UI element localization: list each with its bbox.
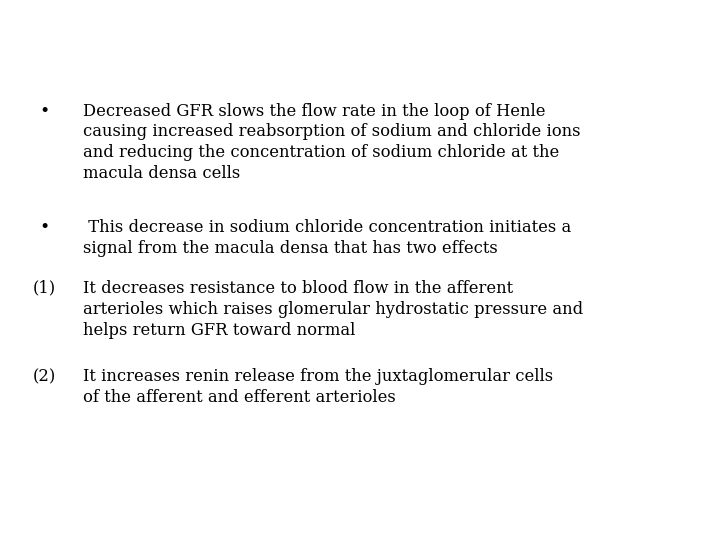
- Text: It decreases resistance to blood flow in the afferent
arterioles which raises gl: It decreases resistance to blood flow in…: [83, 280, 583, 339]
- Text: (1): (1): [32, 280, 55, 296]
- Text: Decreased GFR slows the flow rate in the loop of Henle
causing increased reabsor: Decreased GFR slows the flow rate in the…: [83, 103, 580, 183]
- Text: It increases renin release from the juxtaglomerular cells
of the afferent and ef: It increases renin release from the juxt…: [83, 368, 553, 406]
- Text: •: •: [40, 103, 50, 119]
- Text: This decrease in sodium chloride concentration initiates a
signal from the macul: This decrease in sodium chloride concent…: [83, 219, 571, 257]
- Text: (2): (2): [32, 368, 55, 385]
- Text: •: •: [40, 219, 50, 236]
